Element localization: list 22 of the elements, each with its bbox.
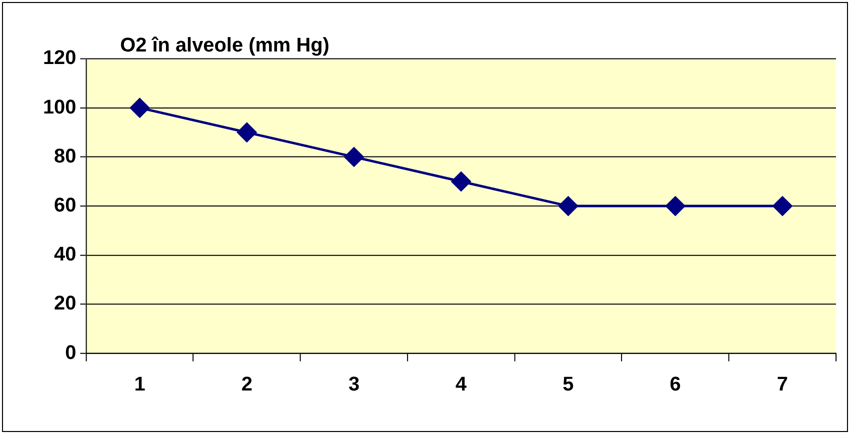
y-tick-label: 100 <box>42 96 76 118</box>
chart-title: O2 în alveole (mm Hg) <box>120 34 330 56</box>
point <box>130 98 150 118</box>
x-tick-label: 2 <box>241 374 252 396</box>
point <box>237 122 257 142</box>
y-tick-label: 60 <box>54 194 76 217</box>
x-tick-label: 6 <box>670 374 681 396</box>
x-tick-label: 1 <box>134 374 146 396</box>
x-tick-label: 3 <box>348 374 360 396</box>
y-tick-label: 80 <box>54 145 76 168</box>
x-tick-label: 5 <box>562 374 574 396</box>
point <box>666 196 686 216</box>
x-tick-label: 7 <box>776 374 788 396</box>
y-tick-label: 40 <box>54 244 76 266</box>
y-tick-label: 0 <box>65 342 76 364</box>
y-tick-label: 20 <box>54 292 76 315</box>
point <box>451 172 471 192</box>
point <box>344 147 364 167</box>
y-tick-label: 120 <box>42 47 76 70</box>
point <box>772 196 792 216</box>
point <box>558 196 578 216</box>
x-tick-label: 4 <box>456 374 467 396</box>
